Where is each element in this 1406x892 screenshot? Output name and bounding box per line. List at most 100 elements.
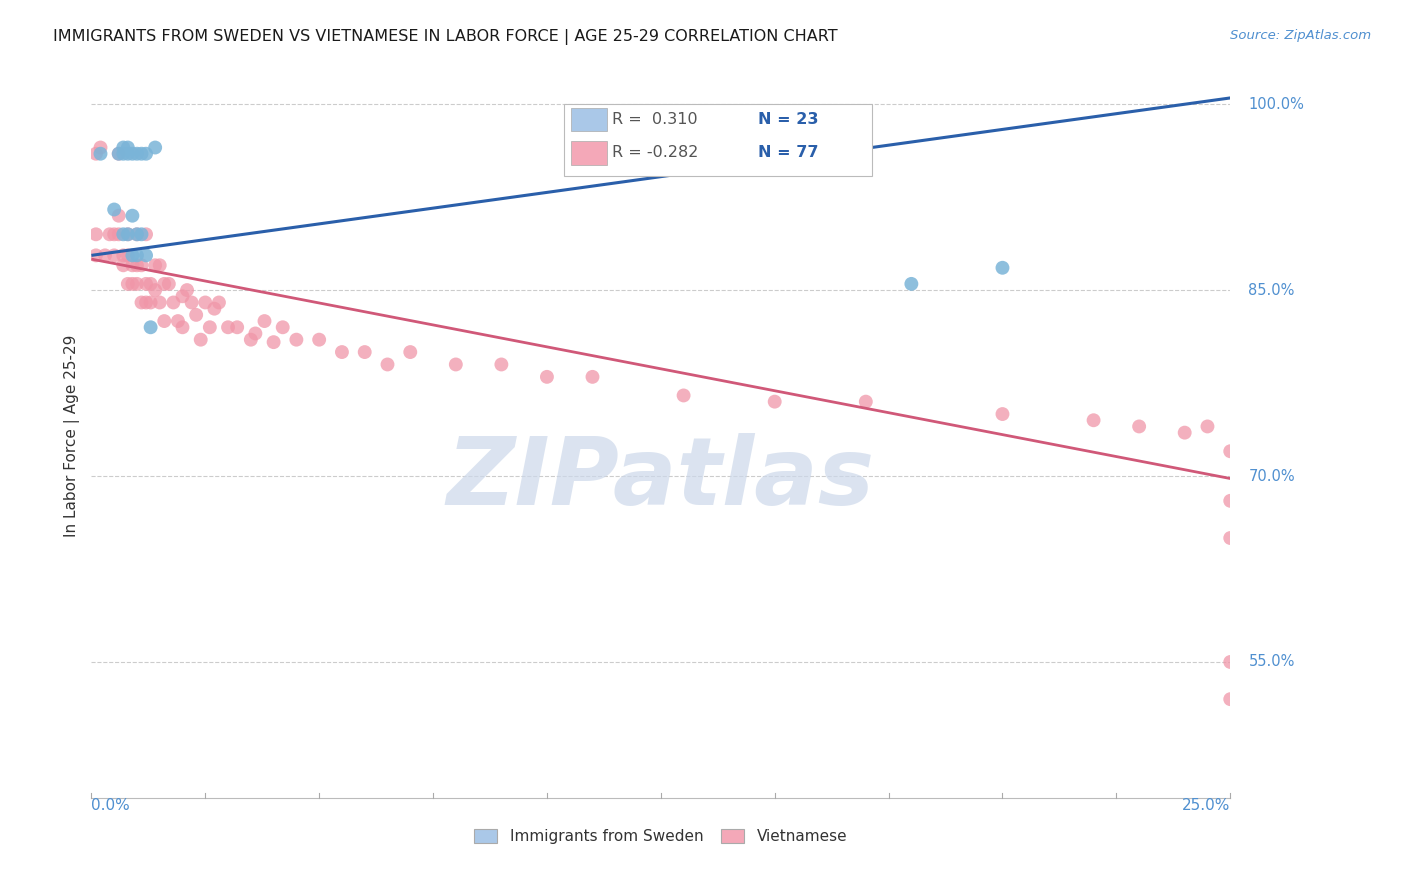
Point xyxy=(172,320,194,334)
Point xyxy=(285,333,308,347)
Point xyxy=(1219,493,1241,508)
Point xyxy=(1219,444,1241,458)
Text: 0.0%: 0.0% xyxy=(91,798,131,814)
Point xyxy=(125,227,148,242)
Point xyxy=(202,301,225,316)
Point xyxy=(125,227,148,242)
Point xyxy=(263,335,285,350)
Point xyxy=(172,289,194,303)
Point xyxy=(84,227,107,242)
Text: 70.0%: 70.0% xyxy=(1249,468,1295,483)
Point xyxy=(226,320,249,334)
Point xyxy=(143,140,166,154)
Point xyxy=(153,314,176,328)
Text: IMMIGRANTS FROM SWEDEN VS VIETNAMESE IN LABOR FORCE | AGE 25-29 CORRELATION CHAR: IMMIGRANTS FROM SWEDEN VS VIETNAMESE IN … xyxy=(53,29,838,45)
Point xyxy=(107,227,129,242)
Point xyxy=(121,248,143,262)
Text: 55.0%: 55.0% xyxy=(1249,655,1295,670)
Text: 25.0%: 25.0% xyxy=(1182,798,1230,814)
Text: R =  0.310: R = 0.310 xyxy=(612,112,697,127)
Point xyxy=(180,295,202,310)
Point xyxy=(198,320,221,334)
Point xyxy=(672,388,695,402)
Point xyxy=(153,277,176,291)
FancyBboxPatch shape xyxy=(571,108,607,131)
Point xyxy=(139,320,162,334)
Point xyxy=(271,320,294,334)
Point xyxy=(135,146,157,161)
Text: N = 77: N = 77 xyxy=(758,145,818,161)
Point xyxy=(239,333,262,347)
Y-axis label: In Labor Force | Age 25-29: In Labor Force | Age 25-29 xyxy=(65,334,80,537)
Point xyxy=(217,320,239,334)
Point xyxy=(1083,413,1105,427)
FancyBboxPatch shape xyxy=(564,103,872,176)
Point xyxy=(121,146,143,161)
Point xyxy=(991,260,1014,275)
Text: N = 23: N = 23 xyxy=(758,112,818,127)
Point xyxy=(1174,425,1197,440)
Point xyxy=(353,345,375,359)
Point xyxy=(98,227,121,242)
FancyBboxPatch shape xyxy=(571,141,607,164)
Point xyxy=(117,227,139,242)
Point xyxy=(581,369,603,384)
Point xyxy=(112,146,135,161)
Point xyxy=(107,146,129,161)
Legend: Immigrants from Sweden, Vietnamese: Immigrants from Sweden, Vietnamese xyxy=(468,822,853,850)
Point xyxy=(112,248,135,262)
Point xyxy=(125,258,148,272)
Point xyxy=(900,277,922,291)
Point xyxy=(121,277,143,291)
Point xyxy=(121,209,143,223)
Point xyxy=(1219,692,1241,706)
Point xyxy=(1219,655,1241,669)
Point xyxy=(167,314,190,328)
Point xyxy=(121,258,143,272)
Point xyxy=(491,358,513,372)
Point xyxy=(84,146,107,161)
Point xyxy=(89,140,111,154)
Point xyxy=(139,295,162,310)
Point xyxy=(125,248,148,262)
Point xyxy=(176,283,198,297)
Text: ZIPatlas: ZIPatlas xyxy=(447,434,875,525)
Point xyxy=(117,140,139,154)
Point xyxy=(107,146,129,161)
Point xyxy=(991,407,1014,421)
Point xyxy=(245,326,267,341)
Text: 100.0%: 100.0% xyxy=(1249,96,1305,112)
Point xyxy=(117,227,139,242)
Point xyxy=(103,202,125,217)
Text: Source: ZipAtlas.com: Source: ZipAtlas.com xyxy=(1230,29,1371,42)
Point xyxy=(330,345,353,359)
Point xyxy=(308,333,330,347)
Point xyxy=(117,277,139,291)
Point xyxy=(103,227,125,242)
Point xyxy=(135,277,157,291)
Point xyxy=(112,227,135,242)
Point xyxy=(855,394,877,409)
Point xyxy=(84,248,107,262)
Point xyxy=(94,248,117,262)
Point xyxy=(131,258,153,272)
Point xyxy=(208,295,231,310)
Point xyxy=(536,369,558,384)
Point xyxy=(253,314,276,328)
Point xyxy=(89,146,111,161)
Point xyxy=(149,295,172,310)
Point xyxy=(1219,531,1241,545)
Point xyxy=(131,227,153,242)
Point xyxy=(186,308,208,322)
Point xyxy=(399,345,422,359)
Point xyxy=(117,146,139,161)
Point xyxy=(103,248,125,262)
Point xyxy=(107,209,129,223)
Text: R = -0.282: R = -0.282 xyxy=(612,145,699,161)
Point xyxy=(1128,419,1150,434)
Point xyxy=(1197,419,1219,434)
Point xyxy=(143,283,166,297)
Point xyxy=(112,258,135,272)
Point xyxy=(763,394,786,409)
Point xyxy=(131,295,153,310)
